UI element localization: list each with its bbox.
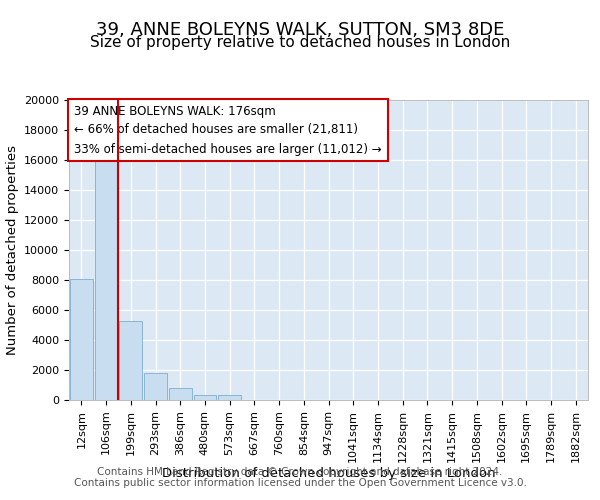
Bar xyxy=(119,320,142,400)
Text: 39, ANNE BOLEYNS WALK, SUTTON, SM3 8DE: 39, ANNE BOLEYNS WALK, SUTTON, SM3 8DE xyxy=(96,21,504,39)
Text: Size of property relative to detached houses in London: Size of property relative to detached ho… xyxy=(90,35,510,50)
Y-axis label: Number of detached properties: Number of detached properties xyxy=(5,145,19,355)
Bar xyxy=(144,373,167,400)
Text: Contains HM Land Registry data © Crown copyright and database right 2024.
Contai: Contains HM Land Registry data © Crown c… xyxy=(74,466,526,488)
Bar xyxy=(218,395,241,400)
Bar xyxy=(169,388,191,400)
Bar xyxy=(70,278,93,400)
Text: 39 ANNE BOLEYNS WALK: 176sqm
← 66% of detached houses are smaller (21,811)
33% o: 39 ANNE BOLEYNS WALK: 176sqm ← 66% of de… xyxy=(74,104,382,156)
X-axis label: Distribution of detached houses by size in London: Distribution of detached houses by size … xyxy=(161,468,496,480)
Bar xyxy=(194,395,216,400)
Bar xyxy=(95,151,118,400)
